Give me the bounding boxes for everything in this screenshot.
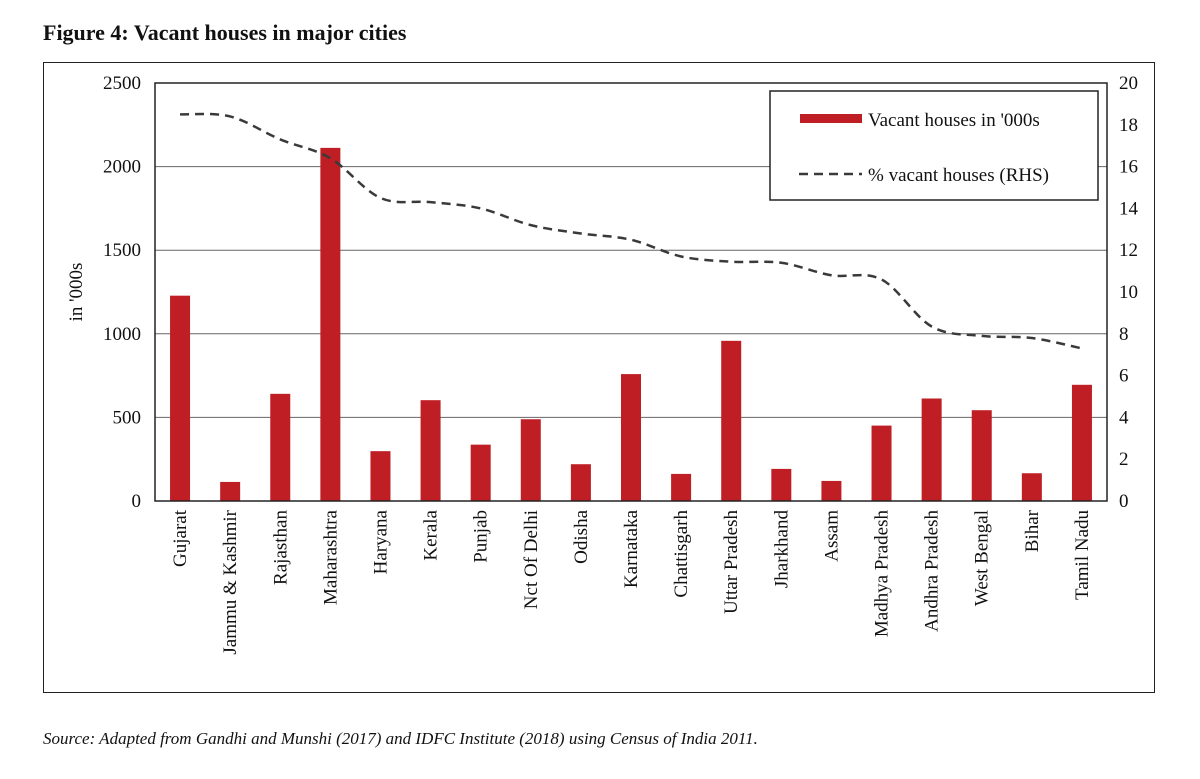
legend-label-line: % vacant houses (RHS) <box>868 165 1049 186</box>
plot-area-border <box>154 82 1108 502</box>
y2-tick-label: 0 <box>1119 491 1129 512</box>
x-tick-label: Gujarat <box>170 509 191 567</box>
x-tick-label: Maharashtra <box>320 509 341 605</box>
y-tick-label: 500 <box>113 407 142 428</box>
y2-tick-label: 16 <box>1119 157 1138 178</box>
bar <box>671 473 692 501</box>
y2-tick-label: 4 <box>1119 407 1129 428</box>
bar <box>170 295 191 501</box>
bar <box>520 419 541 501</box>
x-tick-label: Tamil Nadu <box>1072 510 1093 600</box>
x-tick-label: Odisha <box>571 509 592 563</box>
bar <box>771 468 792 501</box>
x-tick-label: Rajasthan <box>270 510 291 585</box>
x-tick-label: West Bengal <box>972 510 993 606</box>
y-axis-label: in '000s <box>66 263 87 322</box>
bar <box>470 444 491 501</box>
bar <box>871 425 892 501</box>
x-tick-label: Nct Of Delhi <box>521 510 542 609</box>
bar <box>420 400 441 501</box>
y2-tick-label: 18 <box>1119 115 1138 136</box>
y2-tick-label: 14 <box>1119 198 1139 219</box>
bar <box>320 147 341 501</box>
figure-title: Figure 4: Vacant houses in major cities <box>43 20 407 45</box>
legend-label-bars: Vacant houses in '000s <box>868 110 1040 131</box>
bar <box>1021 473 1042 501</box>
bar <box>570 464 591 501</box>
y2-tick-label: 8 <box>1119 324 1129 345</box>
x-tick-label: Chattisgarh <box>671 510 692 598</box>
legend-bar-swatch <box>800 114 862 123</box>
bar <box>270 393 291 501</box>
x-tick-label: Kerala <box>421 509 442 560</box>
bar <box>721 340 742 501</box>
bar <box>370 451 391 501</box>
bar <box>821 480 842 501</box>
bar <box>921 398 942 501</box>
chart-frame <box>43 62 1155 693</box>
y2-tick-label: 20 <box>1119 73 1138 94</box>
x-tick-label: Jammu & Kashmir <box>220 509 241 654</box>
x-tick-label: Punjab <box>471 510 492 563</box>
source-note: Source: Adapted from Gandhi and Munshi (… <box>43 729 758 748</box>
bar <box>220 481 241 501</box>
y-tick-label: 2000 <box>103 157 141 178</box>
legend: Vacant houses in '000s % vacant houses (… <box>769 90 1099 201</box>
x-tick-label: Uttar Pradesh <box>721 510 742 614</box>
y-tick-label: 1500 <box>103 240 141 261</box>
legend-box <box>769 90 1099 201</box>
x-tick-label: Jharkhand <box>771 510 792 589</box>
bar <box>1071 384 1092 501</box>
bar <box>971 410 992 501</box>
x-tick-label: Andhra Pradesh <box>922 510 943 632</box>
y-tick-label: 2500 <box>103 73 141 94</box>
x-tick-label: Karnataka <box>621 509 642 588</box>
bar <box>621 374 641 501</box>
y2-tick-label: 10 <box>1119 282 1138 303</box>
y-tick-label: 0 <box>132 491 142 512</box>
x-tick-label: Assam <box>821 510 842 562</box>
x-tick-label: Haryana <box>370 509 391 574</box>
x-tick-label: Bihar <box>1022 509 1043 552</box>
y-tick-label: 1000 <box>103 324 141 345</box>
series-line-pct-vacant <box>180 112 1083 350</box>
x-tick-label: Madhya Pradesh <box>872 510 893 638</box>
y2-tick-label: 2 <box>1119 449 1129 470</box>
y2-tick-label: 12 <box>1119 240 1138 261</box>
y2-tick-label: 6 <box>1119 366 1129 387</box>
